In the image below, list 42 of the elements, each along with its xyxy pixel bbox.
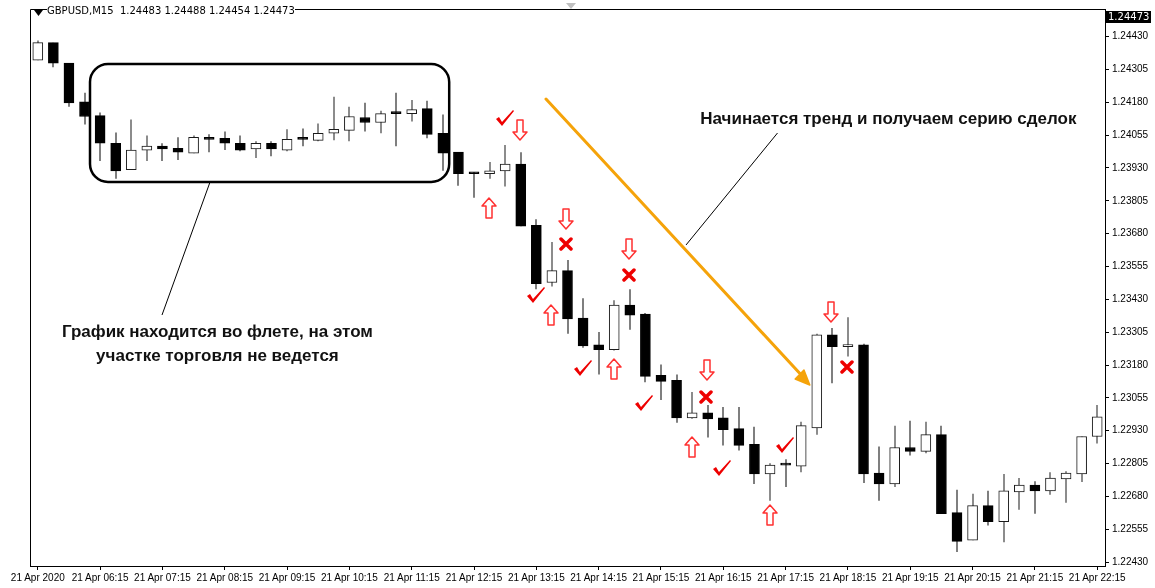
y-tick-label: 1.23180 [1112,358,1149,370]
candlestick [842,317,854,357]
y-tick-label: 1.22930 [1112,424,1149,436]
y-tick-label: 1.24430 [1112,30,1149,42]
y-tick-label: 1.22430 [1112,555,1149,567]
candlestick [390,92,402,147]
candlestick [468,171,480,198]
x-tick-label: 21 Apr 2020 [10,571,66,583]
x-tick-label: 21 Apr 19:15 [881,571,940,583]
y-tick-label: 1.24180 [1112,96,1149,108]
x-tick-label: 21 Apr 14:15 [570,571,628,583]
y-tick-label: 1.23680 [1112,227,1149,239]
x-tick-label: 21 Apr 09:15 [258,571,316,583]
x-tick-label: 21 Apr 13:15 [507,571,566,583]
x-tick-label: 21 Apr 18:15 [819,571,877,583]
text: 1.24473 [1105,11,1151,23]
chart-title: GBPUSD,M15 1.24483 1.24488 1.24454 1.24473 [47,5,295,16]
x-tick-label: 21 Apr 06:15 [71,571,129,583]
y-tick-label: 1.23305 [1112,325,1149,337]
x-tick-label: 21 Apr 08:15 [196,571,254,583]
annotation: Начинается тренд и получаем серию сделок [699,108,1078,130]
x-tick-label: 21 Apr 17:15 [757,571,815,583]
y-tick-label: 1.22680 [1112,490,1149,502]
y-tick-label: 1.22805 [1112,457,1149,469]
x-tick-label: 21 Apr 11:15 [383,571,441,583]
x-tick-label: 21 Apr 07:15 [134,571,192,583]
x-tick-label: 21 Apr 12:15 [445,571,503,583]
y-tick-label: 1.23055 [1112,391,1149,403]
y-tick-label: 1.23430 [1112,293,1149,305]
x-tick-label: 21 Apr 16:15 [694,571,753,583]
y-tick-label: 1.23555 [1112,260,1149,272]
y-tick-label: 1.24305 [1112,63,1149,75]
x-tick-label: 21 Apr 20:15 [944,571,1002,583]
y-tick-label: 1.23805 [1112,194,1149,206]
y-tick-label: 1.24055 [1112,128,1149,140]
x-tick-label: 21 Apr 10:15 [321,571,379,583]
y-tick-label: 1.22555 [1112,522,1149,534]
y-tick-label: 1.23930 [1112,161,1149,173]
annotation: График находится во флете, на этом участке торговля не ведется [60,321,374,367]
x-tick-label: 21 Apr 15:15 [632,571,690,583]
x-tick-label: 21 Apr 22:15 [1068,571,1126,583]
x-tick-label: 21 Apr 21:15 [1006,571,1064,583]
